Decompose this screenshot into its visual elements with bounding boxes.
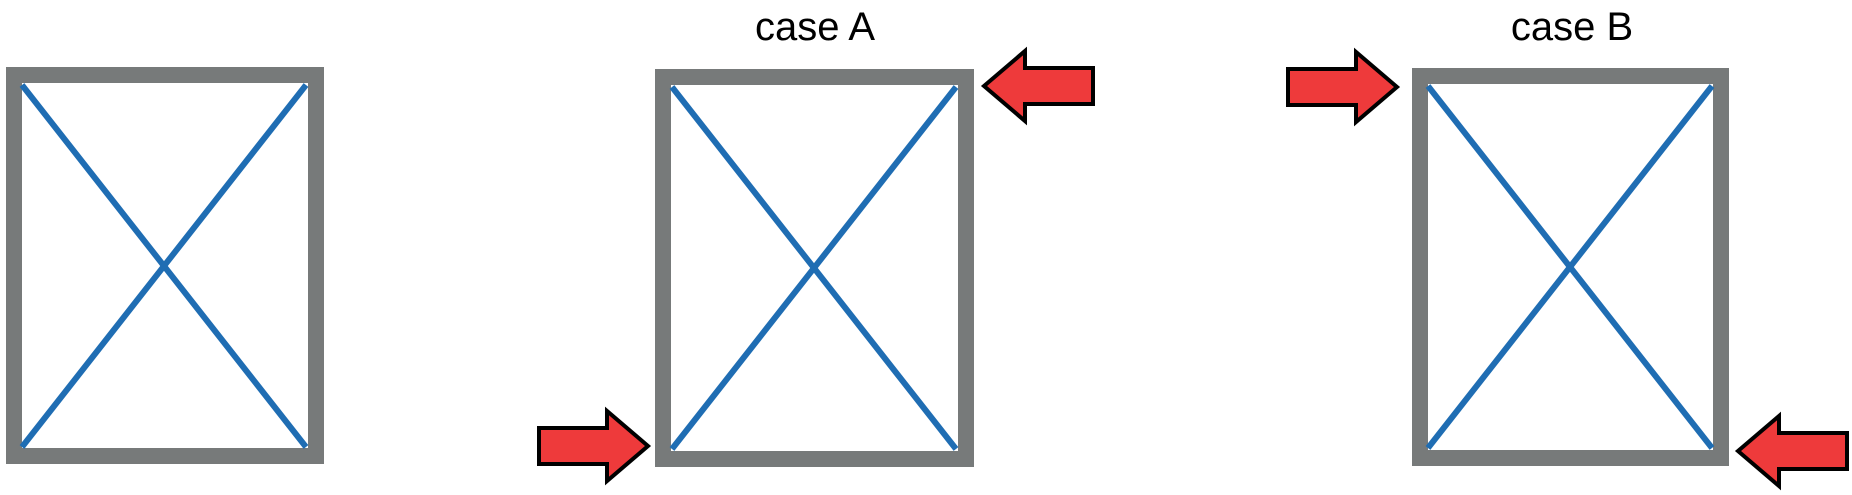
case-b-label: case B (1511, 5, 1633, 49)
frame (1412, 68, 1729, 466)
frame (6, 67, 324, 464)
brace-diagonal (1425, 84, 1715, 450)
case-a-label: case A (755, 5, 875, 49)
load-arrow-left (1734, 411, 1849, 491)
load-arrow-right (537, 406, 652, 486)
panel-case-b: case B (1286, 5, 1849, 491)
panel-case-a: case A (537, 5, 1095, 486)
load-arrow-right (1286, 47, 1401, 127)
panel-unloaded (6, 67, 324, 464)
load-arrow-left (980, 46, 1095, 126)
brace-diagonal (19, 83, 309, 449)
brace-diagonal (669, 85, 959, 451)
frame (655, 69, 974, 467)
